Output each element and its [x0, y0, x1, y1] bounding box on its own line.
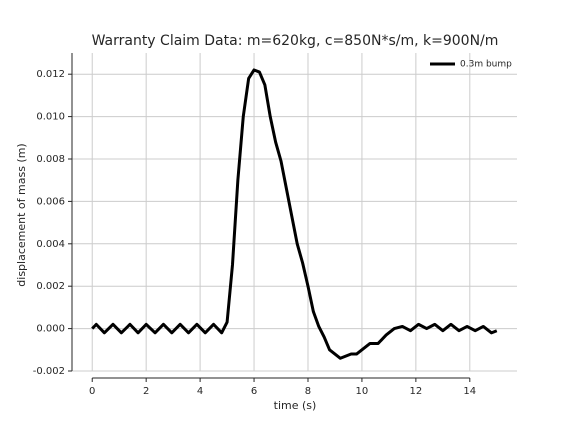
y-tick-label: 0.012	[36, 69, 65, 80]
x-tick-label: 12	[409, 386, 422, 397]
y-axis-label: displacement of mass (m)	[15, 143, 28, 286]
x-tick-label: 14	[463, 386, 476, 397]
x-axis-label: time (s)	[274, 399, 317, 412]
y-tick-label: -0.002	[33, 366, 65, 377]
data-line	[91, 68, 498, 360]
y-tick-label: 0.000	[36, 324, 65, 335]
x-tick-label: 4	[197, 386, 203, 397]
legend-label: 0.3m bump	[460, 60, 512, 70]
y-tick-label: 0.006	[36, 196, 65, 207]
x-tick-label: 10	[356, 386, 369, 397]
x-tick-label: 8	[305, 386, 311, 397]
y-tick-label: 0.004	[36, 239, 65, 250]
y-tick-label: 0.010	[36, 112, 65, 123]
y-tick-label: 0.008	[36, 154, 65, 165]
y-tick-label: 0.002	[36, 281, 65, 292]
x-tick-label: 2	[143, 386, 149, 397]
chart-title: Warranty Claim Data: m=620kg, c=850N*s/m…	[92, 33, 499, 49]
x-tick-label: 0	[89, 386, 95, 397]
x-tick-label: 6	[251, 386, 257, 397]
